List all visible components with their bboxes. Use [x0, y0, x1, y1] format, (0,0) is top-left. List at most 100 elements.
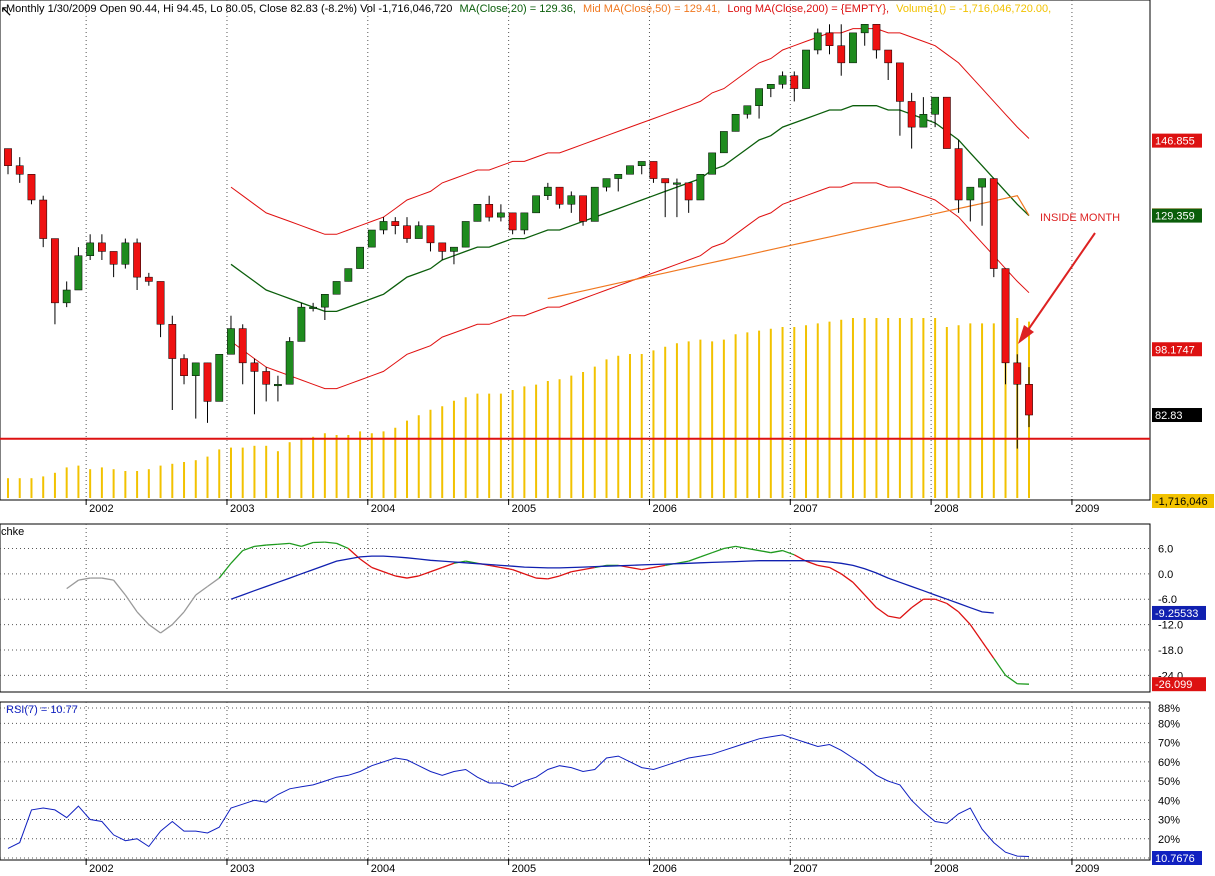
osc-main-segment	[301, 541, 314, 547]
down-candle	[144, 276, 153, 282]
up-candle	[62, 289, 71, 304]
osc-main-segment	[758, 549, 771, 554]
rsi-tick-label: 20%	[1158, 834, 1180, 846]
down-candle	[203, 362, 212, 402]
up-candle	[121, 242, 130, 265]
ma50-line	[547, 195, 1030, 300]
volume-axis-tag-box	[1152, 494, 1214, 508]
osc-tag-text: -26.099	[1155, 679, 1192, 691]
osc-main-segment	[969, 624, 983, 642]
osc-main-segment	[512, 568, 525, 575]
osc-main-segment	[1005, 674, 1018, 685]
up-candle	[919, 114, 928, 128]
up-candle	[778, 75, 787, 85]
osc-main-segment	[571, 568, 584, 573]
down-candle	[168, 324, 177, 359]
osc-main-segment	[888, 615, 901, 619]
down-candle	[27, 174, 36, 201]
rsi-tick-label: 80%	[1158, 718, 1180, 730]
osc-main-segment	[277, 542, 290, 545]
up-candle	[860, 24, 869, 34]
up-candle	[637, 161, 646, 166]
price-candles	[4, 24, 1033, 449]
price-tag-text: 129.359	[1155, 211, 1195, 223]
year-label: 2008	[934, 503, 958, 515]
down-candle	[942, 96, 951, 149]
up-candle	[227, 328, 235, 355]
osc-main-segment	[171, 611, 185, 626]
down-candle	[51, 238, 59, 304]
up-candle	[978, 178, 986, 188]
osc-main-segment	[770, 549, 783, 554]
up-candle	[215, 354, 224, 402]
osc-main-segment	[711, 547, 725, 554]
annotation-arrow-line	[1027, 232, 1096, 331]
up-candle	[274, 384, 282, 387]
year-label: 2008	[934, 863, 958, 875]
price-tag-text: 98.1747	[1155, 344, 1195, 356]
down-candle	[1013, 362, 1022, 385]
down-candle	[1001, 268, 1010, 364]
osc-main-segment	[723, 545, 736, 550]
up-candle	[755, 88, 763, 106]
up-candle	[931, 96, 940, 115]
oscillator-title: chke	[1, 526, 24, 538]
osc-main-segment	[700, 552, 713, 558]
up-candle	[614, 174, 623, 179]
osc-main-segment	[500, 566, 513, 571]
osc-main-segment	[371, 566, 384, 573]
osc-main-segment	[829, 566, 842, 575]
up-candle	[356, 246, 364, 269]
up-candle	[731, 114, 740, 132]
year-label: 2007	[793, 503, 817, 515]
osc-main-segment	[864, 594, 877, 609]
osc-main-segment	[183, 594, 197, 613]
up-candle	[813, 32, 822, 51]
rsi-tick-label: 40%	[1158, 795, 1180, 807]
osc-main-segment	[207, 577, 220, 588]
osc-main-segment	[993, 658, 1007, 676]
up-candle	[74, 255, 83, 291]
year-label: 2009	[1075, 503, 1099, 515]
rsi-year-labels: 2002 2003 2004 2005 2006 2007 2008 2009	[85, 859, 1099, 875]
osc-main-segment	[911, 598, 924, 609]
up-candle	[802, 49, 810, 89]
down-candle	[15, 165, 24, 175]
osc-main-segment	[735, 545, 748, 550]
osc-main-segment	[876, 607, 889, 617]
osc-main-segment	[653, 564, 666, 569]
up-candle	[532, 195, 540, 214]
osc-main-segment	[641, 566, 654, 571]
osc-main-segment	[747, 547, 760, 552]
up-candle	[590, 186, 599, 222]
osc-main-segment	[136, 611, 150, 626]
up-candle	[450, 246, 458, 252]
down-candle	[661, 178, 670, 184]
up-candle	[766, 84, 775, 89]
header-ma50: Mid MA(Close,50) = 129.41,	[583, 3, 720, 15]
osc-tick-label: -12.0	[1158, 620, 1183, 632]
osc-main-segment	[536, 577, 548, 580]
up-candle	[719, 131, 728, 154]
rsi-tick-label: 30%	[1158, 815, 1180, 827]
osc-main-segment	[805, 560, 818, 566]
osc-main-segment	[218, 562, 232, 579]
chart-header: Monthly 1/30/2009 Open 90.44, Hi 94.45, …	[6, 3, 1051, 15]
osc-main-segment	[383, 571, 396, 577]
osc-main-segment	[934, 598, 948, 605]
up-candle	[191, 362, 200, 376]
rsi-panel	[0, 701, 1151, 861]
header-ma20: MA(Close,20) = 129.36,	[459, 3, 575, 15]
osc-main-segment	[395, 575, 408, 579]
volume-axis-tag: -1,716,046	[1155, 496, 1208, 508]
rsi-tick-label: 88%	[1158, 703, 1180, 715]
year-label: 2009	[1075, 863, 1099, 875]
osc-main-segment	[782, 549, 795, 556]
osc-main-segment	[524, 573, 537, 579]
down-candle	[97, 242, 106, 252]
down-candle	[1025, 384, 1033, 416]
inside-month-annotation: INSIDE MONTH	[1040, 212, 1120, 224]
osc-main-segment	[981, 641, 995, 659]
